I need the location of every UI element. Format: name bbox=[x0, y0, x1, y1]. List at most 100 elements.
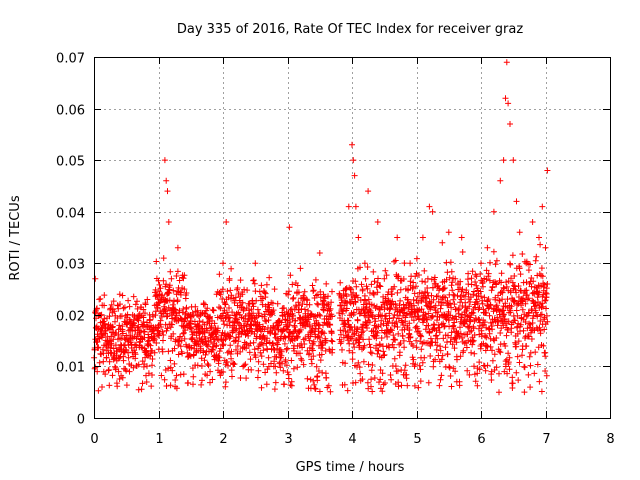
data-point bbox=[306, 301, 313, 308]
data-point bbox=[517, 321, 524, 328]
x-tick-label: 4 bbox=[348, 432, 356, 447]
data-point bbox=[221, 321, 228, 328]
data-point bbox=[523, 287, 530, 294]
data-point bbox=[264, 335, 271, 342]
data-point bbox=[525, 267, 532, 274]
data-point bbox=[290, 365, 297, 372]
data-point bbox=[283, 346, 290, 353]
data-point bbox=[501, 311, 507, 318]
data-point bbox=[434, 309, 441, 315]
data-point bbox=[251, 346, 258, 353]
data-point bbox=[140, 306, 147, 313]
data-point bbox=[304, 319, 311, 325]
data-point bbox=[343, 305, 350, 312]
data-point bbox=[411, 382, 418, 389]
data-point bbox=[489, 347, 495, 354]
data-point bbox=[374, 329, 381, 336]
data-point bbox=[200, 300, 207, 307]
data-point bbox=[306, 337, 313, 344]
data-point bbox=[491, 351, 498, 358]
data-point bbox=[349, 356, 356, 363]
data-point bbox=[160, 332, 167, 338]
data-point bbox=[507, 261, 514, 268]
data-point bbox=[470, 337, 477, 344]
data-point bbox=[364, 285, 371, 292]
data-point bbox=[226, 305, 232, 311]
data-point bbox=[416, 362, 423, 369]
data-point bbox=[306, 323, 313, 330]
data-point bbox=[364, 325, 370, 331]
data-point bbox=[204, 372, 211, 379]
data-point bbox=[370, 268, 377, 275]
data-point bbox=[509, 374, 516, 381]
data-point bbox=[465, 324, 472, 331]
data-point bbox=[351, 172, 358, 179]
data-point bbox=[527, 384, 534, 391]
data-point bbox=[177, 333, 184, 340]
data-point bbox=[542, 368, 549, 374]
axis-ticks: 0 0.01 0.02 0.03 0.04 0.05 0.06 0.07 0 1 2 3 4 5 6 7 8 bbox=[56, 52, 615, 448]
x-tick-label: 5 bbox=[413, 432, 421, 447]
data-point bbox=[497, 177, 504, 184]
data-point bbox=[543, 312, 550, 319]
data-point bbox=[460, 347, 467, 354]
data-point bbox=[273, 369, 280, 376]
data-point bbox=[449, 279, 456, 286]
data-point bbox=[538, 388, 545, 395]
data-point bbox=[488, 377, 495, 383]
data-point bbox=[365, 296, 372, 303]
data-point bbox=[499, 296, 506, 303]
data-point bbox=[280, 367, 287, 374]
data-point bbox=[147, 317, 154, 324]
data-point bbox=[368, 376, 375, 383]
data-point bbox=[524, 292, 531, 298]
data-point bbox=[196, 318, 203, 325]
data-point bbox=[424, 316, 431, 323]
data-point bbox=[287, 319, 294, 326]
data-point bbox=[469, 338, 476, 345]
data-point bbox=[202, 301, 208, 308]
data-point bbox=[485, 270, 492, 277]
data-point bbox=[542, 297, 549, 304]
data-point bbox=[366, 319, 373, 326]
data-point bbox=[274, 341, 281, 348]
data-point bbox=[175, 342, 182, 349]
data-point bbox=[300, 361, 307, 368]
data-point bbox=[381, 351, 388, 358]
data-point bbox=[361, 342, 368, 349]
data-point bbox=[402, 362, 409, 369]
data-point bbox=[338, 331, 344, 338]
data-point bbox=[474, 382, 481, 389]
x-tick-label: 0 bbox=[90, 432, 98, 447]
data-point bbox=[391, 355, 398, 362]
data-point bbox=[183, 290, 190, 296]
data-point bbox=[407, 334, 414, 340]
data-point bbox=[496, 370, 502, 377]
data-point bbox=[519, 306, 526, 313]
data-point bbox=[497, 330, 504, 336]
data-point bbox=[543, 372, 550, 379]
data-point bbox=[369, 388, 376, 395]
data-point bbox=[310, 287, 317, 294]
data-point bbox=[250, 310, 257, 317]
data-point bbox=[204, 305, 211, 312]
data-point bbox=[296, 302, 303, 309]
data-point bbox=[429, 208, 436, 215]
data-point bbox=[434, 342, 441, 349]
data-point bbox=[272, 331, 279, 338]
data-point bbox=[241, 362, 248, 369]
data-point bbox=[349, 349, 356, 356]
data-point bbox=[440, 299, 446, 306]
data-point bbox=[132, 351, 139, 358]
data-point bbox=[373, 342, 380, 349]
data-point bbox=[382, 380, 388, 386]
data-point bbox=[417, 378, 424, 385]
data-point bbox=[537, 318, 544, 324]
data-point bbox=[451, 345, 458, 352]
data-point bbox=[216, 304, 222, 311]
data-point bbox=[180, 275, 187, 282]
data-point bbox=[109, 372, 116, 379]
data-point bbox=[476, 359, 483, 366]
data-point bbox=[92, 309, 99, 316]
data-point bbox=[524, 325, 531, 332]
